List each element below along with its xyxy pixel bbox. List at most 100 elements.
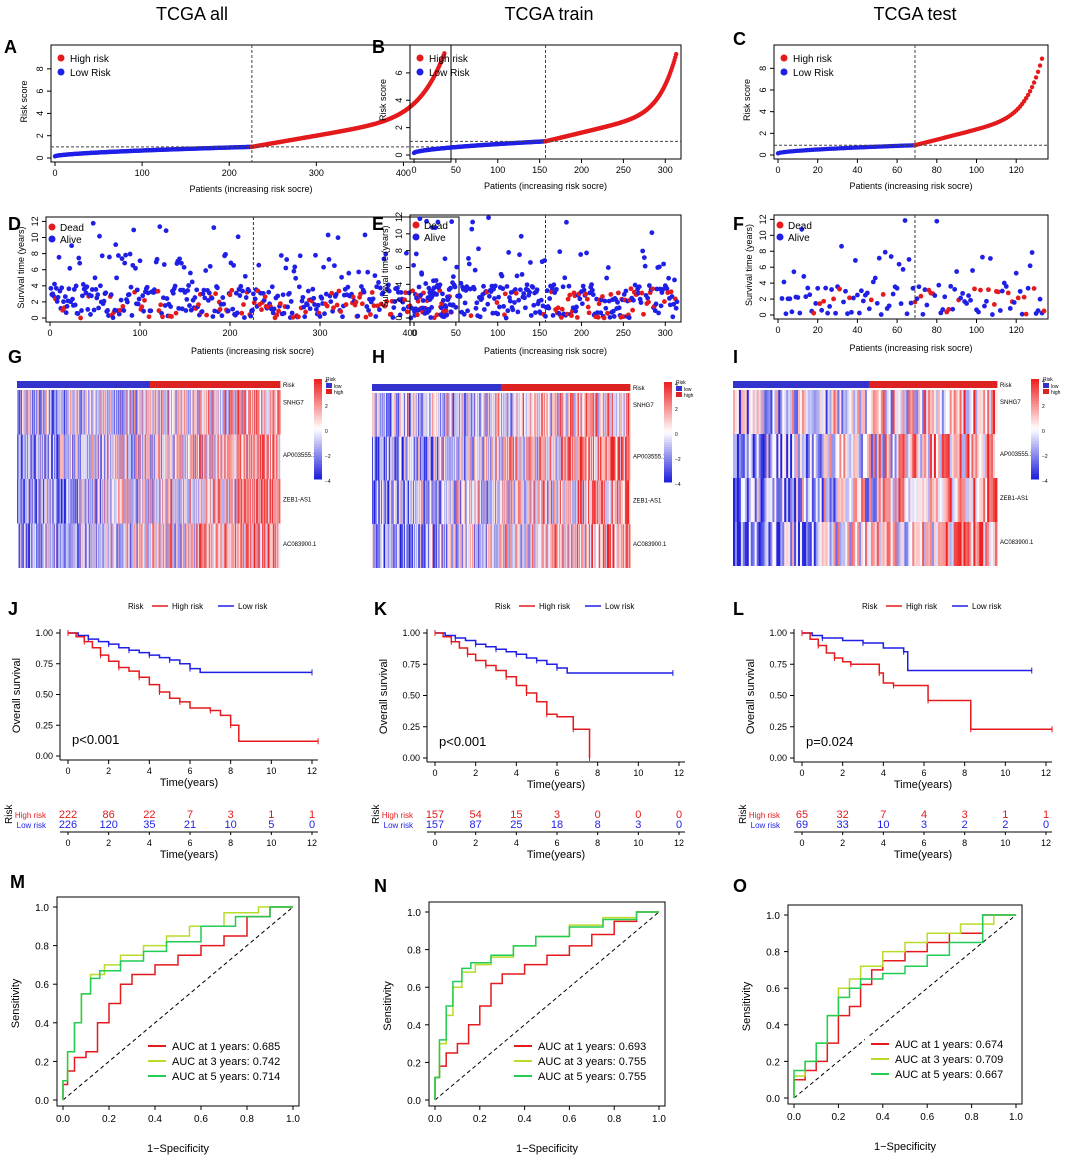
survival-point [601, 315, 607, 321]
survival-point [114, 275, 119, 281]
survival-point [494, 300, 500, 305]
survival-point [551, 282, 557, 288]
survival-point [1017, 288, 1023, 294]
survival-point [519, 272, 525, 277]
survival-point [574, 315, 580, 320]
survival-point [531, 302, 537, 308]
survival-point [524, 282, 530, 288]
survival-point [446, 287, 452, 292]
survival-point [346, 270, 352, 276]
survival-point [1005, 290, 1011, 296]
x-tick-label: 60 [892, 325, 902, 335]
survival-point [96, 305, 101, 311]
legend-high-marker [416, 54, 424, 62]
survival-point [528, 260, 533, 265]
survival-point [668, 289, 674, 295]
survival-point [608, 292, 614, 297]
survival-point [78, 315, 83, 321]
survival-point [48, 285, 54, 291]
survival-point [586, 310, 592, 316]
legend-low-label: Low Risk [70, 68, 112, 79]
survival-point [492, 283, 498, 289]
survival-point [183, 308, 189, 313]
survival-point [801, 274, 807, 279]
survival-point [1003, 284, 1009, 289]
survival-point [370, 296, 376, 302]
risk-point [442, 51, 447, 56]
legend-alive-marker [412, 233, 420, 241]
survival-point [199, 309, 205, 314]
survival-point [80, 293, 85, 299]
survival-point [421, 305, 427, 311]
heatmap-cell [279, 479, 281, 524]
survival-point [116, 311, 122, 317]
y-tick-label: 6 [30, 267, 40, 272]
survival-point [239, 310, 245, 316]
panel-letter-g: G [8, 347, 22, 367]
survival-point [53, 285, 59, 291]
survival-point [313, 252, 318, 258]
survival-point [904, 311, 910, 317]
survival-point [1013, 270, 1019, 276]
survival-point [980, 254, 985, 260]
survival-point [999, 288, 1005, 294]
y-tick-label: 4 [758, 281, 768, 286]
x-tick-label: 100 [490, 328, 505, 338]
y-tick-label: 4 [30, 283, 40, 288]
survival-point [189, 279, 195, 285]
survival-point [329, 290, 335, 296]
color-scale-tick: −2 [325, 454, 331, 460]
survival-point [510, 307, 516, 313]
x-tick-label: 200 [222, 168, 237, 178]
survival-point [231, 262, 237, 268]
survival-point [449, 219, 455, 225]
x-tick-label: 0 [775, 165, 780, 175]
survival-point [600, 294, 605, 299]
survival-point [468, 313, 474, 319]
x-tick-label: 0 [411, 328, 416, 338]
x-tick-label: 80 [932, 165, 942, 175]
survival-point [66, 286, 72, 292]
legend-low-label: Low Risk [429, 68, 471, 79]
survival-point [843, 288, 848, 294]
column-title-train: TCGA train [504, 4, 593, 24]
survival-point [477, 314, 483, 320]
survival-point [281, 310, 287, 316]
x-tick-label: 200 [574, 328, 589, 338]
survival-point [120, 303, 126, 309]
y-axis-label: Survival time (years) [16, 226, 26, 308]
heatmap-cell [629, 393, 631, 437]
survival-point [514, 273, 520, 279]
column-title-test: TCGA test [873, 4, 956, 24]
risk-point [1023, 96, 1029, 101]
survival-point [105, 308, 110, 313]
survival-point [1011, 300, 1017, 305]
survival-point [85, 307, 91, 312]
survival-point [565, 296, 571, 302]
survival-point [640, 248, 646, 254]
survival-point [210, 314, 216, 319]
survival-point [172, 283, 178, 289]
panel-letter-j: J [8, 599, 18, 619]
survival-point [113, 242, 119, 248]
survival-point [70, 296, 75, 302]
survival-point [129, 313, 135, 318]
survival-point [641, 255, 647, 261]
survival-point [457, 294, 463, 299]
survival-point [569, 313, 574, 319]
survival-point [274, 312, 280, 318]
x-tick-label: 150 [532, 165, 547, 175]
heatmap-cell [279, 434, 281, 479]
survival-point [466, 256, 471, 261]
survival-point [461, 311, 467, 317]
survival-point [444, 312, 450, 318]
survival-point [841, 299, 846, 305]
survival-point [837, 286, 842, 292]
x-tick-label: 100 [132, 328, 147, 338]
survival-point [505, 308, 511, 314]
survival-point [377, 307, 382, 313]
survival-point [628, 286, 634, 292]
survival-point [656, 310, 661, 316]
